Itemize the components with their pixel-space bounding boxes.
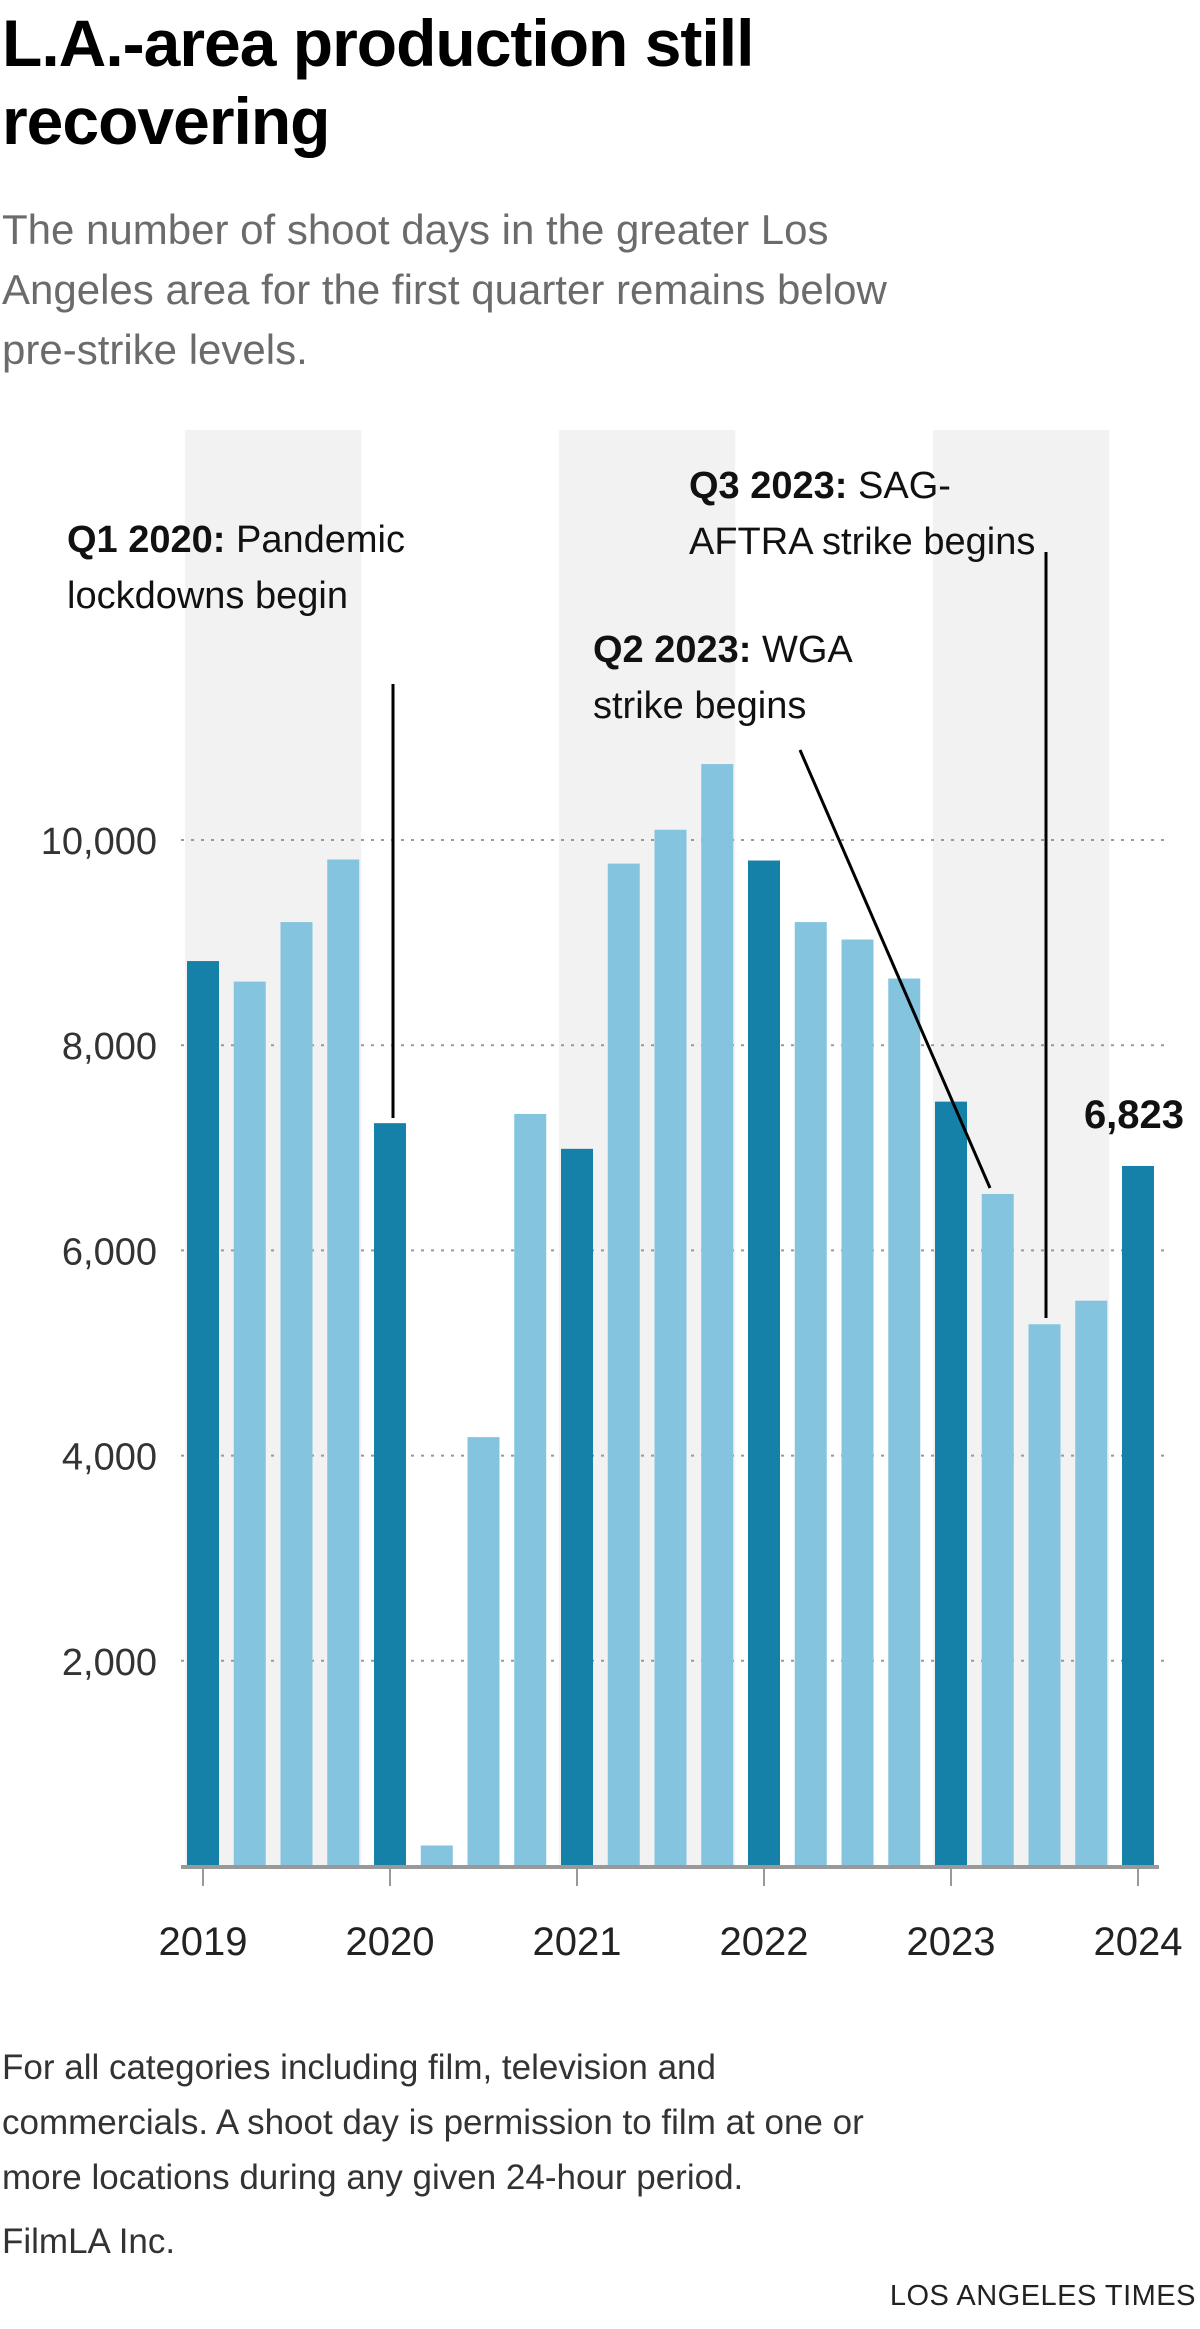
- subtitle-line: Angeles area for the first quarter remai…: [2, 266, 887, 313]
- chart-subtitle: The number of shoot days in the greater …: [2, 200, 1192, 380]
- annotation-label: Pandemic: [236, 519, 405, 561]
- bar-q4-2019: [327, 859, 360, 1866]
- bar-q1-2019: [187, 961, 219, 1866]
- bar-q4-2021: [701, 764, 734, 1867]
- footnote-line: For all categories including film, telev…: [2, 2048, 716, 2087]
- footnote-line: commercials. A shoot day is permission t…: [2, 2103, 864, 2142]
- x-tick-label: 2020: [346, 1920, 435, 1964]
- bar-q3-2020: [467, 1437, 500, 1866]
- x-tick-label: 2022: [720, 1920, 809, 1964]
- annotation-text: strike begins: [593, 685, 806, 727]
- bar-q1-2024: [1122, 1165, 1154, 1866]
- y-tick-label: 8,000: [62, 1026, 157, 1068]
- annotation-label: SAG-: [858, 465, 951, 507]
- chart-title: L.A.-area production still recovering: [2, 4, 1192, 160]
- y-tick-label: 4,000: [62, 1437, 157, 1479]
- bar-q2-2020: [420, 1845, 453, 1866]
- y-tick-label: 6,000: [62, 1231, 157, 1273]
- annotation-text: Q3 2023: SAG-: [689, 465, 951, 507]
- y-tick-label: 10,000: [41, 821, 157, 863]
- annotation-label: WGA: [762, 629, 853, 671]
- bar-q4-2023: [1075, 1300, 1108, 1866]
- annotation-date: Q3 2023:: [689, 465, 858, 507]
- source: FilmLA Inc.: [2, 2222, 176, 2261]
- bar-q3-2023: [1028, 1324, 1061, 1866]
- title-line: recovering: [2, 84, 330, 158]
- annotation-text: Q1 2020: Pandemic: [67, 519, 405, 561]
- subtitle-line: pre-strike levels.: [2, 326, 308, 373]
- bar-q3-2021: [654, 829, 687, 1866]
- annotation-date: Q2 2023:: [593, 629, 762, 671]
- bar-q2-2019: [233, 981, 266, 1866]
- x-tick-label: 2019: [159, 1920, 248, 1964]
- x-tick-label: 2023: [907, 1920, 996, 1964]
- y-tick-label: 2,000: [62, 1642, 157, 1684]
- bar-q2-2022: [794, 922, 827, 1866]
- footnote-line: more locations during any given 24-hour …: [2, 2158, 744, 2197]
- x-tick-label: 2024: [1094, 1920, 1183, 1964]
- value-label: 6,823: [1084, 1093, 1184, 1137]
- bar-q2-2021: [607, 863, 640, 1866]
- title-line: L.A.-area production still: [2, 6, 754, 80]
- subtitle-line: The number of shoot days in the greater …: [2, 206, 829, 253]
- bar-q1-2022: [748, 860, 780, 1866]
- credit-logo: LOS ANGELES TIMES: [889, 2280, 1196, 2312]
- annotation-leader-line: [798, 749, 992, 1189]
- bar-q1-2023: [935, 1101, 967, 1866]
- bar-q3-2019: [280, 922, 313, 1866]
- bar-q4-2020: [514, 1113, 547, 1866]
- footnote: For all categories including film, telev…: [2, 2040, 864, 2205]
- annotation-text: AFTRA strike begins: [689, 521, 1035, 563]
- annotation-text: Q2 2023: WGA: [593, 629, 853, 671]
- bar-q1-2020: [374, 1123, 406, 1866]
- annotation-text: lockdowns begin: [67, 575, 348, 617]
- bar-q2-2023: [981, 1193, 1014, 1866]
- bar-q4-2022: [888, 978, 921, 1866]
- bar-q1-2021: [561, 1148, 593, 1866]
- bar-q3-2022: [841, 939, 874, 1866]
- x-tick-label: 2021: [533, 1920, 622, 1964]
- annotation-date: Q1 2020:: [67, 519, 236, 561]
